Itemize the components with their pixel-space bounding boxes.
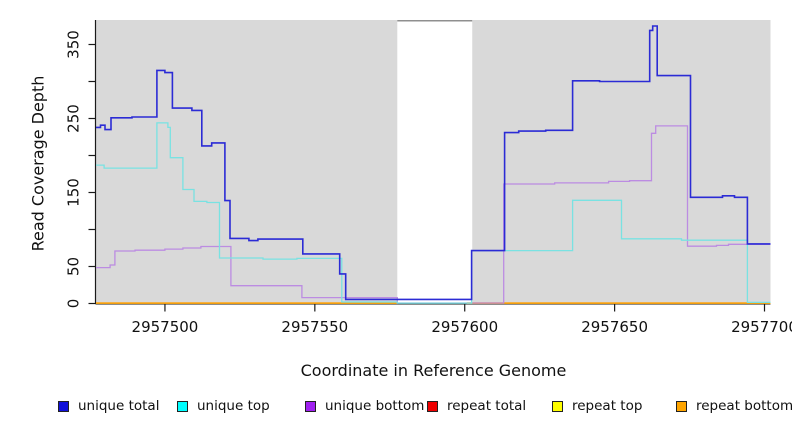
no-data-band (397, 20, 473, 304)
legend-label: unique bottom (325, 398, 425, 414)
legend-item-unique-total: unique total (58, 398, 159, 414)
y-axis-title: Read Coverage Depth (28, 75, 48, 252)
legend-item-repeat-bottom: repeat bottom (676, 398, 792, 414)
y-tick-label: 350 (65, 30, 83, 59)
x-tick-label: 2957650 (581, 318, 648, 336)
x-tick-label: 2957500 (132, 318, 199, 336)
legend-swatch (305, 400, 316, 412)
legend-label: unique total (78, 398, 160, 414)
legend-swatch (58, 400, 69, 412)
legend-swatch (676, 400, 687, 412)
series-unique-top (96, 122, 771, 304)
legend-item-repeat-total: repeat total (427, 398, 526, 414)
legend-label: unique top (197, 398, 270, 414)
x-tick-label: 2957600 (431, 318, 498, 336)
x-tick-label: 2957550 (281, 318, 348, 336)
legend-item-unique-top: unique top (177, 398, 270, 414)
legend-label: repeat total (447, 398, 527, 414)
series-unique-total (96, 25, 771, 301)
y-tick-label: 0 (65, 299, 83, 309)
legend-label: repeat top (572, 398, 643, 414)
legend-item-unique-bottom: unique bottom (305, 398, 424, 414)
legend-label: repeat bottom (696, 398, 792, 414)
x-tick-label: 2957700 (731, 318, 792, 336)
y-tick-label: 150 (65, 178, 83, 207)
legend-item-repeat-top: repeat top (552, 398, 642, 414)
legend-swatch (427, 400, 438, 412)
x-axis-title: Coordinate in Reference Genome (300, 361, 567, 380)
y-tick-label: 250 (65, 104, 83, 133)
legend-swatch (177, 400, 188, 412)
legend-swatch (552, 400, 563, 412)
y-tick-label: 50 (65, 257, 83, 276)
